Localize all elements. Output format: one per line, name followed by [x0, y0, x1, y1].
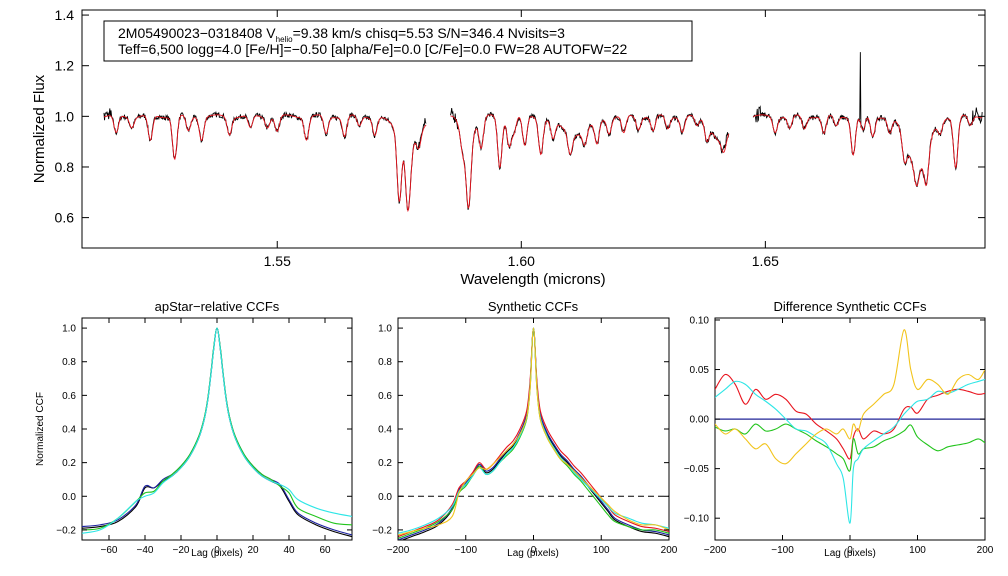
ccf-series-visit-1: [398, 327, 669, 540]
ccf-series-visit-1: [82, 327, 352, 538]
synthetic-ccf-axes-frame: [397, 317, 670, 541]
ccf-series-visit-3: [715, 423, 985, 472]
spectrum-annotation-box: [103, 20, 693, 62]
y-tick-label: 1.0: [55, 108, 75, 124]
y-tick-label: 0.6: [55, 210, 75, 226]
annotation-stats: =9.38 km/s chisq=5.53 S/N=346.4 Nvisits=…: [293, 25, 566, 41]
spectrum-ylabel: Normalized Flux: [31, 74, 48, 183]
ccf-series-visit-2: [398, 327, 669, 538]
ccf-series-visit-5: [715, 329, 985, 465]
ccf-series-visit-4: [398, 327, 669, 534]
y-tick-label: 0.8: [62, 357, 76, 368]
difference-ccf-axes-frame: [714, 317, 986, 541]
spectrum-axes-frame: [81, 9, 986, 249]
y-tick-label: 0.0: [378, 492, 392, 503]
apstar-ccf-title: apStar−relative CCFs: [155, 299, 280, 314]
spectrum-model-chip-3: [753, 114, 983, 187]
y-tick-label: 0.10: [690, 315, 710, 326]
x-tick-label: 0: [531, 545, 537, 556]
y-tick-label: 0.6: [62, 391, 76, 402]
x-tick-label: 0: [214, 545, 220, 556]
x-tick-label: −100: [454, 545, 477, 556]
y-tick-label: 1.0: [62, 324, 76, 335]
y-tick-label: 0.0: [62, 492, 76, 503]
ccf-series-visit-2: [82, 327, 352, 536]
ccf-series-visit-3: [82, 327, 352, 531]
spectrum-annotation-line1: 2M05490023−0318408 Vhelio=9.38 km/s chis…: [118, 25, 565, 44]
y-tick-label: −0.05: [684, 464, 710, 475]
y-tick-label: 0.2: [378, 458, 392, 469]
difference-ccf-panel: −200 −100 0 100 200 −0.10 −0.05 0.00 0.05 0.10 Di…: [684, 299, 994, 559]
x-tick-label: 200: [661, 545, 678, 556]
apstar-ccf-xlabel: Lag (pixels): [191, 548, 243, 559]
synthetic-ccf-xlabel: Lag (pixels): [507, 548, 559, 559]
x-tick-label: 60: [319, 545, 331, 556]
y-tick-label: 0.8: [55, 159, 75, 175]
spectrum-xlabel: Wavelength (microns): [460, 271, 605, 288]
y-tick-label: 0.05: [690, 365, 710, 376]
x-tick-label: 1.60: [508, 253, 535, 269]
y-tick-label: −0.2: [372, 525, 392, 536]
ccf-series-template: [400, 327, 669, 540]
y-tick-label: −0.2: [56, 525, 76, 536]
y-tick-label: 0.2: [62, 458, 76, 469]
x-tick-label: 100: [593, 545, 610, 556]
y-tick-label: 0.00: [690, 415, 710, 426]
x-tick-label: 40: [283, 545, 295, 556]
y-tick-label: 1.0: [378, 324, 392, 335]
difference-ccf-xlabel: Lag (pixels): [824, 548, 876, 559]
x-tick-label: 1.55: [264, 253, 291, 269]
x-tick-label: −20: [173, 545, 190, 556]
x-tick-label: 100: [909, 545, 926, 556]
y-tick-label: 0.4: [378, 425, 392, 436]
spectrum-panel: 1.55 1.60 1.65 0.6 0.8 1.0 1.2 1.4 Wavelength (…: [31, 7, 986, 288]
x-tick-label: 1.65: [752, 253, 779, 269]
x-tick-label: 20: [247, 545, 259, 556]
annotation-star-id: 2M05490023−0318408 V: [118, 25, 276, 41]
ccf-series-visit-3: [398, 327, 669, 539]
x-tick-label: 200: [977, 545, 994, 556]
apstar-ccf-ylabel: Normalized CCF: [35, 392, 46, 466]
apstar-ccf-panel: −60 −40 −20 0 20 40 60 −0.2 0.0 0.2 0.4 0.6 0.8 1.0 a…: [35, 299, 353, 559]
ccf-series-visit-5: [398, 327, 669, 536]
spectrum-model-chip-2: [450, 114, 730, 209]
ccf-series-visit-2: [715, 373, 985, 460]
y-tick-label: 0.4: [62, 425, 76, 436]
y-tick-label: −0.10: [684, 514, 710, 525]
x-tick-label: −40: [137, 545, 154, 556]
x-tick-label: −100: [771, 545, 794, 556]
difference-ccf-title: Difference Synthetic CCFs: [774, 299, 927, 314]
y-tick-label: 1.4: [55, 7, 75, 23]
synthetic-ccf-panel: −200 −100 0 100 200 −0.2 0.0 0.2 0.4 0.6 0.8 1.0 Sy…: [372, 299, 678, 559]
spectrum-annotation-line2: Teff=6,500 logg=4.0 [Fe/H]=−0.50 [alpha/…: [118, 41, 627, 57]
x-tick-label: −60: [101, 545, 118, 556]
y-tick-label: 0.6: [378, 391, 392, 402]
y-tick-label: 0.8: [378, 357, 392, 368]
spectrum-observed-chip-2: [450, 108, 730, 210]
ccf-series-visit-4: [82, 327, 352, 534]
x-tick-label: −200: [387, 545, 410, 556]
y-tick-label: 1.2: [55, 58, 75, 74]
annotation-helio-subscript: helio: [276, 35, 293, 44]
spectrum-model-chip-1: [103, 114, 427, 213]
synthetic-ccf-title: Synthetic CCFs: [488, 299, 579, 314]
ccf-series-visit-4: [715, 378, 985, 524]
x-tick-label: −200: [704, 545, 727, 556]
x-tick-label: 0: [847, 545, 853, 556]
